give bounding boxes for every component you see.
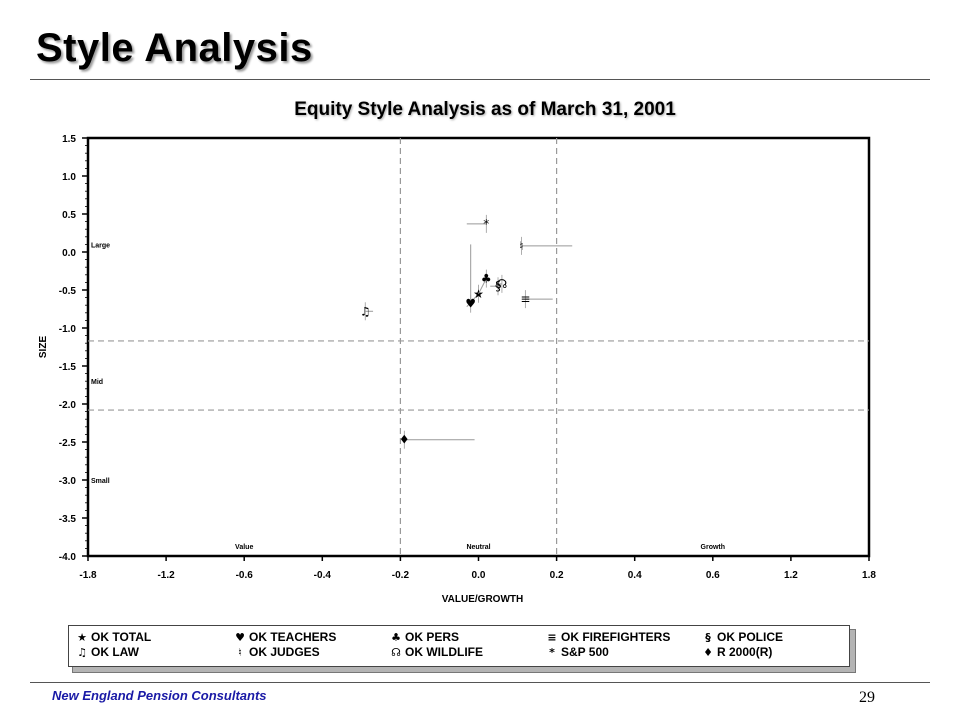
- y-tick-label: 1.5: [62, 134, 76, 145]
- legend-symbol: ♦: [703, 646, 713, 659]
- x-tick-label: -0.2: [392, 570, 410, 581]
- legend-symbol: ♫: [77, 646, 87, 659]
- legend-label: OK LAW: [91, 645, 139, 659]
- y-tick-label: 0.0: [62, 248, 76, 259]
- legend-item: ♦ R 2000(R): [701, 645, 772, 659]
- x-tick-label: 0.4: [628, 570, 642, 581]
- legend-item: * S&P 500: [545, 645, 609, 659]
- data-point-marker: ♫: [360, 304, 371, 318]
- data-point-marker: §: [495, 279, 501, 293]
- legend-label: OK TEACHERS: [249, 630, 337, 644]
- y-tick-label: -4.0: [59, 552, 77, 563]
- data-point-marker: ♮: [519, 239, 523, 253]
- legend-item: ♫ OK LAW: [75, 645, 139, 659]
- y-tick-label: -2.5: [59, 438, 77, 449]
- y-region-label: Large: [91, 242, 110, 249]
- footer-company-name: New England Pension Consultants: [52, 688, 267, 703]
- legend-symbol: ★: [77, 631, 87, 644]
- legend-item: ♥ OK TEACHERS: [233, 630, 336, 644]
- x-region-label: Growth: [701, 544, 726, 551]
- legend-item: ♮ OK JUDGES: [233, 645, 320, 659]
- slide-title: Style Analysis: [36, 26, 313, 70]
- y-tick-label: 0.5: [62, 210, 76, 221]
- legend-item: ★ OK TOTAL: [75, 630, 151, 644]
- chart-legend: ★ OK TOTAL ♥ OK TEACHERS ♣ OK PERS ≡ OK FIREFIG…: [68, 625, 850, 667]
- legend-symbol: ♮: [238, 646, 242, 659]
- plot-frame: [86, 136, 871, 558]
- trail-line: [478, 278, 487, 295]
- data-point-marker: *: [483, 217, 489, 231]
- legend-label: OK TOTAL: [91, 630, 152, 644]
- x-tick-label: 1.2: [784, 570, 798, 581]
- y-tick-label: 1.0: [62, 172, 76, 183]
- chart-title: Equity Style Analysis as of March 31, 20…: [294, 99, 676, 120]
- y-tick-label: -3.5: [59, 514, 77, 525]
- x-tick-label: 0.6: [706, 570, 720, 581]
- legend-symbol: ♣: [391, 631, 401, 644]
- legend-symbol: ♥: [235, 631, 245, 644]
- style-analysis-chart: 1.5 1.0 0.5 0.0 -0.5 -1.0 -1.5 -2.0 -2.5 -3.0 -3.5…: [38, 134, 876, 605]
- legend-label: OK POLICE: [717, 630, 784, 644]
- data-point-marker: ♦: [399, 433, 410, 447]
- legend-label: OK JUDGES: [249, 645, 320, 659]
- x-tick-label: 1.8: [862, 570, 876, 581]
- data-point-marker: ☊: [497, 277, 508, 291]
- legend-symbol: §: [705, 631, 711, 644]
- data-point-marker: ♥: [465, 297, 476, 311]
- x-tick-label: 0.0: [472, 570, 486, 581]
- legend-label: OK FIREFIGHTERS: [561, 630, 671, 644]
- legend-label: OK WILDLIFE: [405, 645, 483, 659]
- x-region-label: Value: [235, 544, 253, 551]
- y-region-label: Mid: [91, 379, 103, 386]
- legend-item: ☊ OK WILDLIFE: [389, 645, 483, 659]
- legend-symbol: ☊: [391, 646, 401, 659]
- legend-symbol: ≡: [547, 631, 557, 644]
- y-tick-label: -0.5: [59, 286, 77, 297]
- y-tick-label: -1.0: [59, 324, 77, 335]
- x-tick-label: -1.8: [79, 570, 97, 581]
- title-divider: [30, 79, 930, 80]
- y-axis-title: SIZE: [38, 336, 49, 359]
- footer-divider: [30, 682, 930, 683]
- x-axis-title: VALUE/GROWTH: [442, 594, 523, 605]
- legend-label: OK PERS: [405, 630, 460, 644]
- y-tick-label: -1.5: [59, 362, 77, 373]
- legend-label: S&P 500: [561, 645, 609, 659]
- legend-symbol: *: [549, 646, 555, 659]
- legend-label: R 2000(R): [717, 645, 773, 659]
- x-region-label: Neutral: [466, 544, 490, 551]
- data-point-marker: ≡: [520, 292, 530, 306]
- x-tick-label: -0.4: [314, 570, 332, 581]
- y-tick-label: -2.0: [59, 400, 77, 411]
- data-point-marker: ♣: [481, 272, 492, 286]
- legend-item: § OK POLICE: [701, 630, 783, 644]
- legend-item: ≡ OK FIREFIGHTERS: [545, 630, 670, 644]
- y-tick-label: -3.0: [59, 476, 77, 487]
- y-region-label: Small: [91, 478, 110, 485]
- legend-item: ♣ OK PERS: [389, 630, 459, 644]
- trail-line: [466, 293, 479, 308]
- x-tick-label: 0.2: [550, 570, 564, 581]
- page-number: 29: [859, 689, 875, 706]
- x-tick-label: -1.2: [157, 570, 175, 581]
- x-tick-label: -0.6: [236, 570, 254, 581]
